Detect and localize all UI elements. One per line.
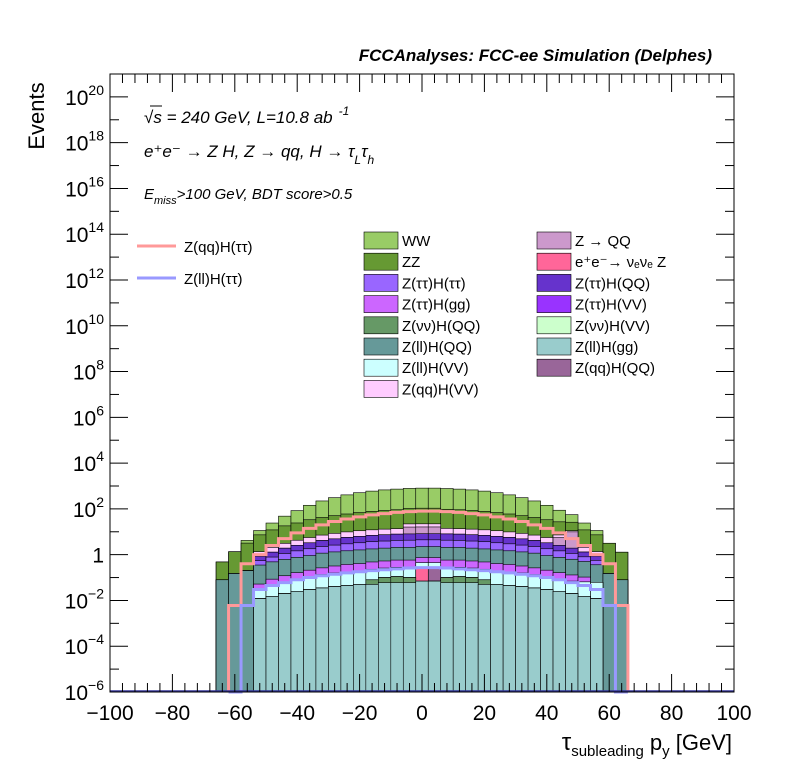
bar — [402, 582, 417, 693]
legend-label: Z(qq)H(ττ) — [184, 239, 253, 256]
bar — [440, 582, 454, 693]
series-line — [228, 566, 628, 694]
bar — [590, 598, 604, 693]
legend-label: ZZ — [402, 254, 420, 271]
legend-swatch — [536, 316, 572, 335]
y-tick-labels: 10−6 10−4 10−2 1 102 104 106 108 1010 1012 1014 101… — [65, 82, 105, 705]
bar — [253, 598, 267, 693]
annotation-cuts: Emiss>100 GeV, BDT score>0.5 — [144, 186, 353, 207]
legend-swatch — [536, 252, 572, 271]
bar — [527, 587, 541, 693]
legend-swatch — [536, 358, 572, 377]
bar — [465, 582, 479, 693]
legend-swatch — [363, 316, 399, 335]
bar — [315, 587, 329, 693]
signal-curves — [227, 509, 630, 694]
x-tick-label: 20 — [473, 702, 496, 725]
legend-swatch — [363, 295, 399, 313]
legend-swatch — [363, 337, 399, 356]
y-tick-label: 10−4 — [65, 631, 105, 659]
legend-label: Z → QQ — [575, 233, 631, 250]
legend-label: Z(νν)H(VV) — [575, 318, 650, 335]
axis-ticks — [109, 73, 735, 693]
y-tick-label: 1018 — [65, 128, 104, 156]
x-tick-label: −60 — [217, 702, 253, 725]
bar — [427, 580, 442, 693]
bar — [303, 589, 317, 693]
legend-swatch — [363, 380, 399, 398]
y-tick-label: 1016 — [65, 173, 104, 201]
x-tick-label: 60 — [598, 702, 621, 725]
annotation-energy: √s = 240 GeV, L=10.8 ab -1 — [144, 104, 349, 127]
legend-swatch — [536, 337, 572, 356]
bar — [390, 582, 404, 693]
legend-swatch — [363, 358, 399, 377]
y-axis-label: Events — [24, 82, 49, 149]
x-axis-label: τsubleading py [GeV] — [562, 729, 732, 760]
bar — [240, 570, 254, 693]
legend-swatch — [536, 274, 572, 292]
y-tick-label: 10−6 — [65, 677, 105, 705]
legend-label: Z(ττ)H(QQ) — [575, 275, 650, 292]
x-tick-labels: −100 −80 −60 −40 −20 0 20 40 60 80 100 — [86, 702, 751, 725]
legend-label: Z(qq)H(QQ) — [575, 360, 655, 377]
legend-label: WW — [402, 233, 431, 250]
legend-label: Z(ττ)H(ττ) — [402, 275, 466, 292]
legend-label: Z(ll)H(QQ) — [402, 339, 472, 356]
bar — [615, 579, 629, 693]
bar — [577, 596, 591, 693]
bar — [452, 582, 466, 693]
legend-label: Z(ττ)H(gg) — [402, 297, 471, 314]
legend-label: Z(ll)H(VV) — [402, 360, 469, 377]
x-tick-label: −20 — [342, 702, 378, 725]
bar — [215, 579, 229, 693]
legend: Z(qq)H(ττ) Z(ll)H(ττ) WW ZZ Z(ττ)H(ττ) Z(ττ)H… — [137, 231, 666, 398]
x-tick-label: 0 — [416, 702, 428, 725]
legend-label: Z(ττ)H(VV) — [575, 297, 647, 314]
legend-label: Z(ll)H(ττ) — [184, 271, 243, 288]
legend-swatch — [363, 252, 399, 271]
bar — [365, 584, 379, 693]
y-tick-label: 108 — [73, 357, 104, 385]
x-tick-label: −80 — [155, 702, 191, 725]
y-tick-label: 1012 — [65, 265, 104, 293]
legend-swatch — [363, 274, 399, 292]
chart-title: FCCAnalyses: FCC-ee Simulation (Delphes) — [359, 46, 713, 65]
bar — [278, 593, 292, 693]
legend-label: Z(ll)H(gg) — [575, 339, 638, 356]
y-tick-label: 106 — [73, 402, 104, 430]
x-tick-label: −40 — [279, 702, 315, 725]
y-tick-label: 1010 — [65, 311, 104, 339]
bar — [552, 591, 566, 693]
legend-swatch — [536, 295, 572, 313]
y-tick-label: 102 — [73, 494, 104, 522]
y-tick-label: 104 — [73, 448, 104, 476]
legend-label: e⁺e⁻→ νₑνₑ Z — [575, 254, 666, 271]
legend-swatch — [363, 231, 399, 250]
bar — [490, 584, 504, 693]
bar — [565, 593, 579, 693]
x-tick-label: 40 — [535, 702, 558, 725]
bar — [502, 585, 516, 693]
bar — [265, 596, 279, 693]
y-tick-label: 1020 — [65, 82, 104, 110]
y-tick-label: 10−2 — [65, 585, 105, 613]
y-tick-label: 1014 — [65, 219, 104, 247]
x-tick-label: 100 — [716, 702, 751, 725]
y-tick-label: 1 — [92, 545, 104, 568]
bar — [515, 586, 529, 693]
x-tick-label: −100 — [86, 702, 133, 725]
series-line — [227, 509, 630, 692]
bar — [340, 585, 354, 693]
bar — [328, 586, 342, 693]
bar — [378, 582, 392, 693]
legend-swatch — [536, 231, 572, 250]
legend-label: Z(qq)H(VV) — [402, 381, 479, 398]
x-tick-label: 80 — [660, 702, 683, 725]
annotation-process: e⁺e⁻ → Z H, Z → qq, H → τLτh — [144, 142, 374, 167]
legend-label: Z(νν)H(QQ) — [402, 318, 480, 335]
